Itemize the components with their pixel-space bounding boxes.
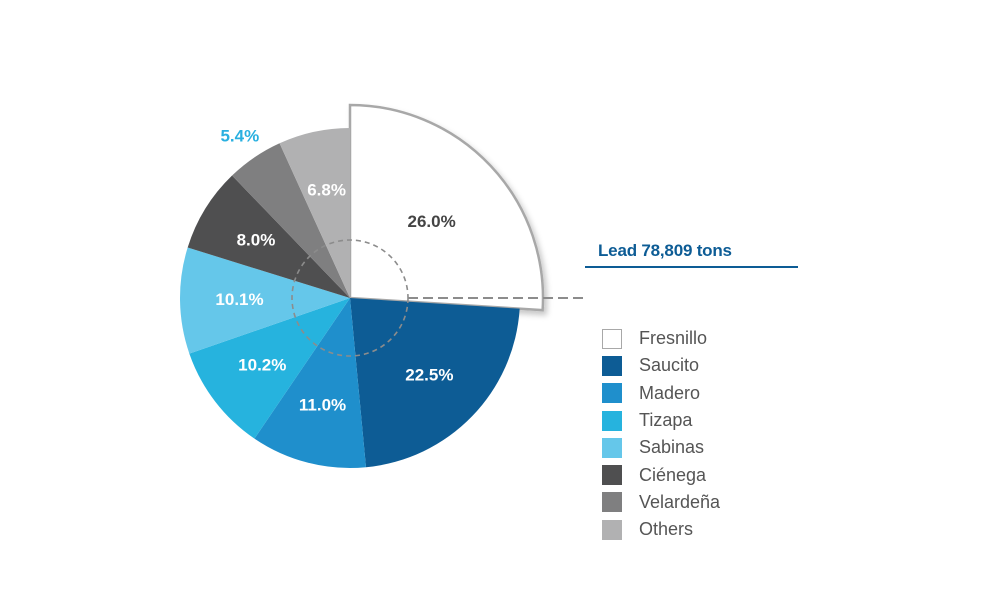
legend-item-madero: Madero — [602, 380, 720, 407]
slice-label-tizapa: 10.2% — [238, 356, 286, 375]
legend-item-tizapa: Tizapa — [602, 407, 720, 434]
slice-label-saucito: 22.5% — [405, 365, 453, 384]
slice-label-madero: 11.0% — [299, 396, 346, 415]
pie-slice-sabinas — [180, 247, 350, 354]
pie-slice-fresnillo — [348, 103, 545, 312]
chart-legend: Fresnillo Saucito Madero Tizapa Sabinas Ciéne… — [602, 325, 720, 543]
title-underline — [585, 266, 798, 268]
legend-item-fresnillo: Fresnillo — [602, 325, 720, 352]
legend-label: Fresnillo — [639, 328, 708, 349]
legend-item-others: Others — [602, 516, 720, 543]
legend-swatch — [602, 437, 622, 458]
legend-swatch — [602, 410, 622, 431]
slice-label-cienega: 8.0% — [237, 230, 276, 249]
slice-label-fresnillo: 26.0% — [407, 212, 455, 231]
slice-label-others: 6.8% — [307, 181, 346, 200]
legend-swatch — [602, 355, 622, 376]
legend-label: Saucito — [639, 355, 700, 376]
pie-slice-tizapa — [189, 298, 350, 439]
legend-item-velardena: Velardeña — [602, 489, 720, 516]
legend-swatch — [602, 383, 622, 404]
slice-label-velardena: 5.4% — [220, 126, 259, 145]
legend-item-cienega: Ciénega — [602, 461, 720, 488]
legend-swatch — [602, 465, 622, 486]
legend-label: Sabinas — [639, 437, 705, 458]
legend-item-saucito: Saucito — [602, 352, 720, 379]
legend-item-sabinas: Sabinas — [602, 434, 720, 461]
pie-slice-cienega — [187, 175, 350, 298]
slice-label-sabinas: 10.1% — [215, 290, 263, 309]
chart-title: Lead 78,809 tons — [598, 241, 732, 260]
legend-label: Velardeña — [639, 491, 721, 512]
legend-swatch — [602, 519, 622, 540]
legend-label: Others — [639, 519, 694, 540]
pie-slice-saucito — [350, 298, 520, 468]
legend-label: Tizapa — [639, 410, 693, 431]
legend-label: Ciénega — [639, 464, 707, 485]
legend-label: Madero — [639, 382, 701, 403]
legend-swatch — [602, 492, 622, 513]
pie-slice-velardena — [232, 143, 350, 298]
legend-swatch — [602, 328, 622, 349]
pie-slice-others — [279, 128, 350, 298]
pie-slice-madero — [254, 298, 366, 469]
